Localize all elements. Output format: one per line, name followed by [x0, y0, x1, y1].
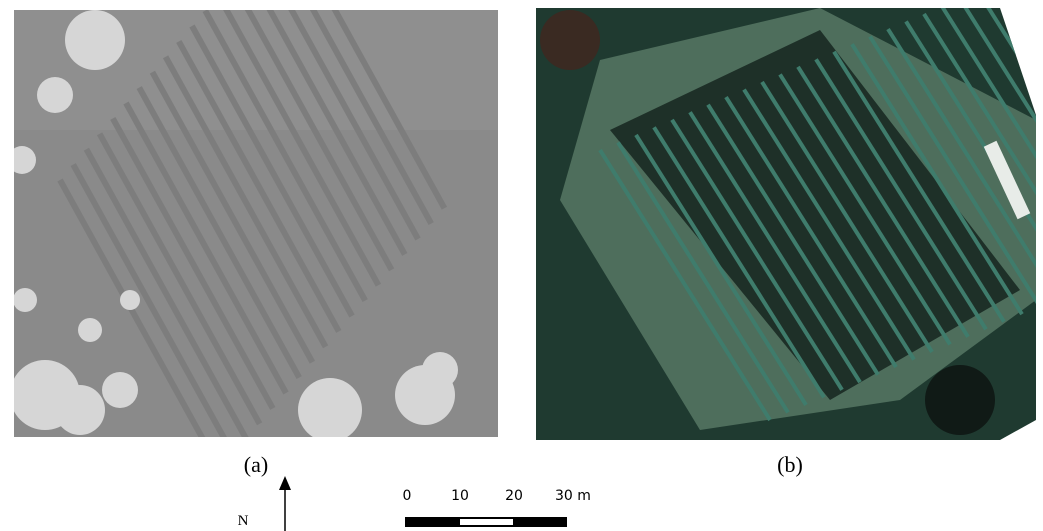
- row-stripe: [123, 101, 289, 395]
- row-stripe: [778, 73, 952, 346]
- caption: (b): [777, 452, 803, 477]
- row-stripe: [868, 35, 1036, 308]
- caption: (a): [244, 452, 268, 477]
- panel-a-image: [14, 10, 498, 437]
- scale-label: 30 m: [555, 488, 591, 504]
- row-stripe: [70, 163, 227, 437]
- row-stripe: [110, 116, 276, 410]
- row-stripe: [331, 10, 448, 210]
- scale-label: 20: [505, 488, 523, 504]
- scale-label: 10: [451, 488, 469, 504]
- row-stripe: [83, 147, 249, 437]
- row-stripe: [742, 88, 916, 361]
- row-stripe: [96, 132, 263, 426]
- row-stripe: [598, 148, 772, 422]
- row-stripe: [760, 80, 934, 354]
- row-stripe: [688, 111, 862, 384]
- row-stripe: [814, 58, 988, 331]
- row-stripe: [940, 8, 1036, 278]
- row-stripe: [850, 43, 1024, 316]
- row-stripe: [724, 96, 898, 369]
- row-stripe: [149, 70, 316, 364]
- row-stripe: [706, 103, 880, 376]
- row-stripe: [958, 8, 1036, 270]
- panel-b-image: [536, 8, 1036, 440]
- row-stripe: [202, 10, 368, 303]
- row-stripe: [309, 10, 434, 226]
- row-stripe: [976, 8, 1036, 263]
- row-stripe: [176, 39, 342, 333]
- row-stripe: [922, 12, 1036, 285]
- row-stripe: [57, 178, 206, 437]
- row-stripe: [244, 10, 395, 272]
- scale-bar-segment: [460, 519, 513, 525]
- row-stripe: [288, 10, 421, 241]
- north-label: N: [238, 513, 249, 529]
- north-arrowhead: [279, 476, 291, 490]
- scale-label: 0: [403, 488, 412, 504]
- row-stripe: [136, 86, 302, 380]
- row-stripe: [189, 24, 355, 318]
- row-stripe: [223, 10, 382, 287]
- row-stripe: [616, 141, 790, 414]
- row-stripe: [832, 50, 1006, 323]
- row-stripe: [670, 118, 844, 391]
- row-stripe: [796, 65, 970, 338]
- row-stripe: [634, 133, 808, 406]
- row-stripe: [886, 27, 1036, 301]
- row-stripe: [266, 10, 408, 256]
- row-stripe: [652, 126, 826, 399]
- row-stripe: [162, 55, 329, 349]
